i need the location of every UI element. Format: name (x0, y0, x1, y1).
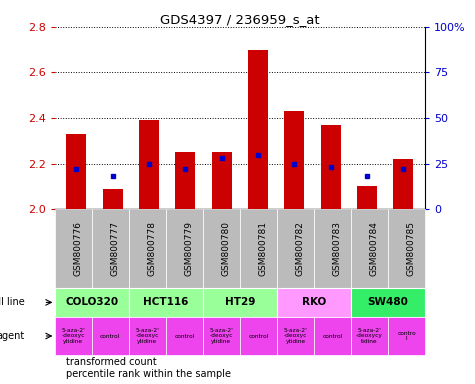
Bar (388, 317, 425, 355)
Text: GSM800784: GSM800784 (370, 221, 379, 276)
Text: transformed count: transformed count (66, 356, 157, 367)
Bar (240, 209, 277, 288)
Bar (351, 209, 388, 288)
Text: HCT116: HCT116 (143, 297, 189, 308)
Bar (351, 317, 388, 355)
Bar (212, 152, 232, 209)
Text: agent: agent (0, 331, 25, 341)
Bar (277, 317, 314, 355)
Text: GSM800777: GSM800777 (110, 221, 119, 276)
Text: GSM800776: GSM800776 (73, 221, 82, 276)
Text: control: control (323, 333, 342, 339)
Text: GSM800779: GSM800779 (184, 221, 193, 276)
Text: control: control (100, 333, 120, 339)
Text: RKO: RKO (302, 297, 326, 308)
Text: GSM800780: GSM800780 (221, 221, 230, 276)
Text: GSM800782: GSM800782 (295, 221, 304, 276)
Bar (248, 50, 268, 209)
Text: GSM800785: GSM800785 (407, 221, 416, 276)
Bar (66, 134, 86, 209)
Text: control: control (248, 333, 268, 339)
Text: HT29: HT29 (225, 297, 255, 308)
Title: GDS4397 / 236959_s_at: GDS4397 / 236959_s_at (160, 13, 320, 26)
Bar (203, 317, 240, 355)
Bar (240, 317, 277, 355)
Text: cell line: cell line (0, 297, 25, 308)
Bar (92, 209, 129, 288)
Bar (314, 317, 351, 355)
Bar (175, 152, 195, 209)
Bar (388, 209, 425, 288)
Bar (129, 209, 166, 288)
Text: percentile rank within the sample: percentile rank within the sample (66, 369, 231, 379)
Bar (166, 317, 203, 355)
Text: 5-aza-2'
-deoxycy
tidine: 5-aza-2' -deoxycy tidine (356, 328, 383, 344)
Text: 5-aza-2'
-deoxyc
ytidine: 5-aza-2' -deoxyc ytidine (61, 328, 85, 344)
Text: COLO320: COLO320 (65, 297, 118, 308)
Text: control: control (174, 333, 194, 339)
Bar (103, 189, 123, 209)
Bar (351, 288, 425, 317)
Text: GSM800781: GSM800781 (258, 221, 267, 276)
Text: GSM800783: GSM800783 (332, 221, 342, 276)
Bar (129, 288, 203, 317)
Bar (203, 209, 240, 288)
Bar (314, 209, 351, 288)
Text: 5-aza-2'
-deoxyc
ytidine: 5-aza-2' -deoxyc ytidine (284, 328, 307, 344)
Text: GSM800778: GSM800778 (147, 221, 156, 276)
Bar (357, 187, 377, 209)
Bar (203, 288, 277, 317)
Bar (393, 159, 413, 209)
Bar (92, 317, 129, 355)
Bar (277, 209, 314, 288)
Bar (139, 120, 159, 209)
Bar (285, 111, 304, 209)
Text: 5-aza-2'
-deoxyc
ytidine: 5-aza-2' -deoxyc ytidine (209, 328, 233, 344)
Bar (55, 288, 129, 317)
Bar (166, 209, 203, 288)
Bar (277, 288, 351, 317)
Bar (55, 209, 92, 288)
Text: contro
l: contro l (397, 331, 416, 341)
Bar (321, 125, 341, 209)
Bar (129, 317, 166, 355)
Bar (55, 317, 92, 355)
Text: 5-aza-2'
-deoxyc
ytidine: 5-aza-2' -deoxyc ytidine (135, 328, 159, 344)
Text: SW480: SW480 (368, 297, 408, 308)
